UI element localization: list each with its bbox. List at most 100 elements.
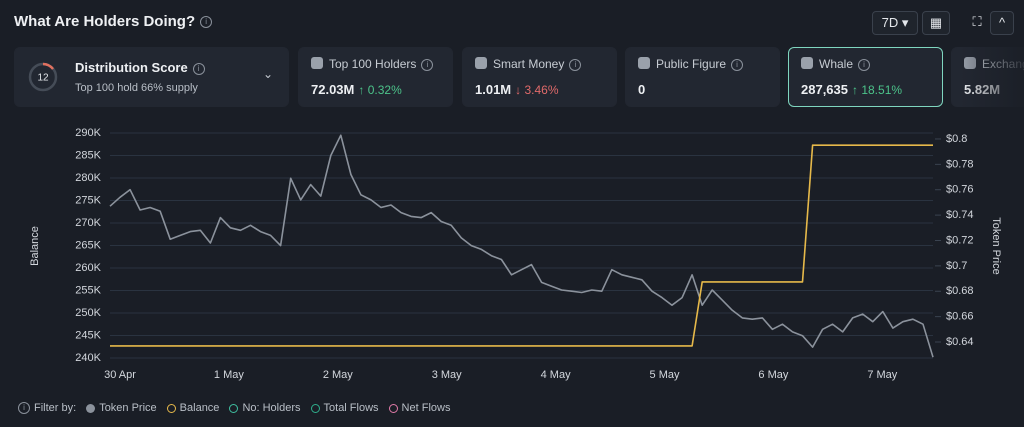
fullscreen-button[interactable]: ⛶ bbox=[972, 14, 982, 29]
info-icon[interactable]: i bbox=[421, 58, 434, 71]
card-change: ↑ 18.51% bbox=[852, 83, 903, 97]
card-title: Whale i bbox=[819, 57, 871, 71]
y-tick-label: 285K bbox=[75, 149, 101, 161]
y-tick-label: 275K bbox=[75, 194, 101, 206]
y2-tick-label: $0.74 bbox=[946, 209, 974, 221]
expand-chevron[interactable]: ⌄ bbox=[263, 67, 274, 81]
card-value-text: 0 bbox=[638, 82, 646, 97]
info-icon[interactable]: i bbox=[192, 62, 205, 75]
y2-axis-title: Token Price bbox=[990, 217, 1002, 274]
card-icon bbox=[311, 57, 323, 69]
legend-swatch bbox=[388, 403, 398, 413]
info-icon[interactable]: i bbox=[731, 58, 744, 71]
section-title: What Are Holders Doing? i bbox=[14, 13, 213, 30]
legend-text: Net Flows bbox=[401, 402, 451, 414]
card-value: 1.01M ↓ 3.46% bbox=[475, 82, 559, 97]
score-title: Distribution Score i bbox=[75, 60, 205, 75]
legend-swatch bbox=[86, 403, 96, 413]
card-value-text: 72.03M bbox=[311, 82, 355, 97]
y-tick-label: 270K bbox=[75, 217, 101, 229]
card-value: 287,635 ↑ 18.51% bbox=[801, 82, 902, 97]
card-icon bbox=[801, 57, 813, 69]
card-title-text: Top 100 Holders bbox=[329, 57, 417, 71]
x-tick-label: 4 May bbox=[541, 369, 571, 381]
y-axis-title: Balance bbox=[29, 226, 41, 266]
legend-item[interactable]: No: Holders bbox=[229, 402, 301, 414]
filter-bar: i Filter by: Token Price Balance No: Holder… bbox=[18, 402, 450, 414]
metric-card[interactable]: Smart Money i 1.01M ↓ 3.46% bbox=[462, 47, 617, 107]
y-tick-label: 255K bbox=[75, 284, 101, 296]
x-tick-label: 1 May bbox=[214, 369, 244, 381]
x-tick-label: 7 May bbox=[867, 369, 897, 381]
card-title-text: Public Figure bbox=[656, 57, 727, 71]
score-title-text: Distribution Score bbox=[75, 60, 188, 75]
y2-tick-label: $0.72 bbox=[946, 234, 974, 246]
legend-swatch bbox=[166, 403, 176, 413]
x-tick-label: 5 May bbox=[650, 369, 680, 381]
y2-tick-label: $0.64 bbox=[946, 336, 974, 348]
metric-card[interactable]: Public Figure i 0 bbox=[625, 47, 780, 107]
card-change: ↑ 0.32% bbox=[358, 83, 402, 97]
y2-tick-label: $0.78 bbox=[946, 158, 974, 170]
score-value: 12 bbox=[37, 73, 49, 84]
y2-tick-label: $0.8 bbox=[946, 133, 967, 145]
legend-text: Token Price bbox=[99, 402, 157, 414]
legend-text: Balance bbox=[179, 402, 220, 414]
y-tick-label: 265K bbox=[75, 239, 101, 251]
legend-item[interactable]: Total Flows bbox=[310, 402, 379, 414]
series-line bbox=[109, 134, 934, 358]
y2-tick-label: $0.7 bbox=[946, 260, 967, 272]
legend-swatch bbox=[229, 403, 239, 413]
title-text: What Are Holders Doing? bbox=[14, 13, 196, 30]
score-subtitle: Top 100 hold 66% supply bbox=[75, 82, 198, 94]
metric-card[interactable]: Top 100 Holders i 72.03M ↑ 0.32% bbox=[298, 47, 453, 107]
x-tick-label: 2 May bbox=[323, 369, 353, 381]
period-select[interactable]: 7D ▾ bbox=[872, 11, 918, 35]
y-tick-label: 260K bbox=[75, 262, 101, 274]
edge-fade bbox=[960, 47, 1024, 107]
score-gauge: 12 bbox=[28, 62, 58, 92]
x-tick-label: 30 Apr bbox=[104, 369, 136, 381]
period-text: 7D bbox=[881, 15, 899, 30]
x-tick-label: 6 May bbox=[758, 369, 788, 381]
card-change: ↓ 3.46% bbox=[515, 83, 559, 97]
legend-item[interactable]: Token Price bbox=[86, 402, 157, 414]
y-tick-label: 280K bbox=[75, 172, 101, 184]
filter-label-text: Filter by: bbox=[34, 402, 77, 414]
legend-item[interactable]: Balance bbox=[166, 402, 220, 414]
info-icon[interactable]: i bbox=[858, 58, 871, 71]
score-card[interactable]: 12 Distribution Score i Top 100 hold 66% … bbox=[14, 47, 289, 107]
y2-tick-label: $0.68 bbox=[946, 285, 974, 297]
legend-swatch bbox=[310, 403, 320, 413]
info-icon[interactable]: i bbox=[569, 58, 582, 71]
y-tick-label: 250K bbox=[75, 307, 101, 319]
card-value: 72.03M ↑ 0.32% bbox=[311, 82, 402, 97]
legend-text: No: Holders bbox=[242, 402, 301, 414]
card-value-text: 1.01M bbox=[475, 82, 512, 97]
info-icon: i bbox=[18, 402, 30, 414]
filter-label: i Filter by: bbox=[18, 402, 76, 414]
card-title: Top 100 Holders i bbox=[329, 57, 434, 71]
x-tick-label: 3 May bbox=[432, 369, 462, 381]
card-title: Public Figure i bbox=[656, 57, 744, 71]
y-tick-label: 290K bbox=[75, 127, 101, 139]
card-title-text: Smart Money bbox=[493, 57, 565, 71]
y-tick-label: 240K bbox=[75, 352, 101, 364]
card-title: Smart Money i bbox=[493, 57, 582, 71]
series-line bbox=[110, 144, 933, 347]
metric-card[interactable]: Whale i 287,635 ↑ 18.51% bbox=[788, 47, 943, 107]
card-value: 0 bbox=[638, 82, 645, 97]
collapse-button[interactable]: ^ bbox=[990, 11, 1014, 35]
calendar-button[interactable]: ▦ bbox=[922, 11, 950, 35]
y2-tick-label: $0.66 bbox=[946, 311, 974, 323]
card-title-text: Whale bbox=[819, 57, 854, 71]
legend-item[interactable]: Net Flows bbox=[388, 402, 451, 414]
legend-text: Total Flows bbox=[323, 402, 379, 414]
card-icon bbox=[638, 57, 650, 69]
y-tick-label: 245K bbox=[75, 329, 101, 341]
card-icon bbox=[475, 57, 487, 69]
card-value-text: 287,635 bbox=[801, 82, 848, 97]
y2-tick-label: $0.76 bbox=[946, 184, 974, 196]
info-icon[interactable]: i bbox=[200, 16, 213, 29]
